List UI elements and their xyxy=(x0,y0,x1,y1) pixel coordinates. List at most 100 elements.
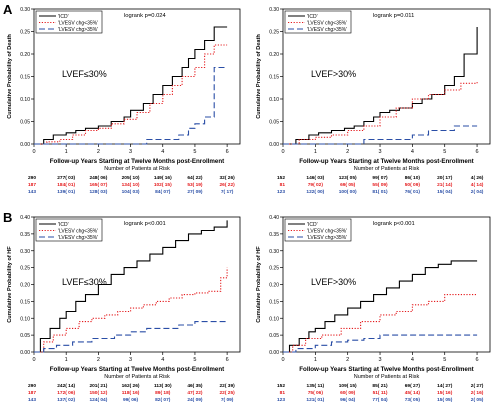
lvef-annotation: LVEF>30% xyxy=(311,69,356,79)
y-tick-label: 0.25 xyxy=(20,30,30,36)
risk-cell: 77( 04) xyxy=(372,397,388,403)
risk-cell: 205( 10) xyxy=(122,175,140,181)
y-tick-label: 0.20 xyxy=(20,283,30,289)
risk-cell: 290 xyxy=(28,175,36,181)
risk-cell: 187 xyxy=(28,390,36,396)
risk-cell: 184( 01) xyxy=(57,182,75,188)
y-tick-label: 0.25 xyxy=(269,266,279,272)
risk-cell: 100( 00) xyxy=(339,189,357,195)
x-axis-label: Follow-up Years Starting at Twelve Month… xyxy=(299,366,473,373)
risk-cell: 102( 15) xyxy=(154,182,172,188)
series-line-1 xyxy=(283,27,478,145)
risk-cell: 81 xyxy=(280,182,286,188)
risk-cell: 152 xyxy=(277,383,285,389)
risk-cell: 15( 04) xyxy=(437,189,453,195)
risk-cell: 7( 09) xyxy=(221,397,234,403)
risk-cell: 2( 16) xyxy=(471,390,484,396)
risk-cell: 76( 01) xyxy=(405,189,421,195)
series-line-1 xyxy=(283,260,478,353)
risk-cell: 2( 04) xyxy=(471,189,484,195)
x-tick-label: 0 xyxy=(281,149,284,155)
series-line-2 xyxy=(283,81,478,145)
legend-label: 'LVESV chg>35%' xyxy=(58,27,98,33)
risk-cell: 46( 35) xyxy=(187,383,203,389)
logrank-label: logrank p<0.001 xyxy=(373,221,415,227)
series-line-3 xyxy=(283,125,478,145)
x-tick-label: 2 xyxy=(97,149,100,155)
risk-cell: 124( 04) xyxy=(89,397,107,403)
y-tick-label: 0.20 xyxy=(20,52,30,58)
series-line-3 xyxy=(34,321,228,353)
risk-cell: 118( 16) xyxy=(122,390,140,396)
x-tick-label: 3 xyxy=(129,149,132,155)
legend-label: 'LVESV chg>35%' xyxy=(307,235,347,241)
km-panel-4: 0.000.050.100.150.200.250.300.350.400 1 2 3… xyxy=(256,215,491,403)
risk-cell: 60( 09) xyxy=(340,390,356,396)
y-tick-label: 0.35 xyxy=(20,232,30,238)
risk-cell: 45( 14) xyxy=(405,390,421,396)
risk-cell: 22( 39) xyxy=(220,383,236,389)
y-tick-label: 0.40 xyxy=(20,215,30,221)
risk-cell: 104( 03) xyxy=(122,189,140,195)
panel-letter-b: B xyxy=(3,210,12,225)
risk-cell: 55( 09) xyxy=(372,182,388,188)
risk-cell: 172( 06) xyxy=(57,390,75,396)
risk-cell: 152 xyxy=(277,175,285,181)
risk-cell: 64( 22) xyxy=(187,175,203,181)
y-tick-label: 0.15 xyxy=(20,75,30,81)
y-axis-label: Cumulative Probability of Death xyxy=(256,34,262,119)
risk-cell: 128( 03) xyxy=(89,189,107,195)
x-tick-label: 2 xyxy=(97,357,100,363)
risk-cell: 139( 01) xyxy=(57,189,75,195)
x-tick-label: 0 xyxy=(32,357,35,363)
y-tick-label: 0.15 xyxy=(269,75,279,81)
risk-cell: 89( 18) xyxy=(155,390,171,396)
series-line-1 xyxy=(34,220,228,353)
y-tick-label: 0.30 xyxy=(20,7,30,13)
risk-cell: 277( 03) xyxy=(57,175,75,181)
series-line-2 xyxy=(34,267,228,353)
legend-label: 'LVESV chg>35%' xyxy=(58,235,98,241)
x-tick-label: 6 xyxy=(476,149,479,155)
risk-cell: 134( 10) xyxy=(122,182,140,188)
y-tick-label: 0.00 xyxy=(20,142,30,148)
risk-cell: 81 xyxy=(280,390,286,396)
x-tick-label: 1 xyxy=(314,149,317,155)
series-line-1 xyxy=(34,26,228,145)
y-tick-label: 0.20 xyxy=(269,283,279,289)
x-tick-label: 2 xyxy=(346,357,349,363)
km-panel-3: 0.00 0.05 0.10 0.15 0.20 0.25 0.30 0.35 0.40 0 1 2 3… xyxy=(7,215,241,403)
lvef-annotation: LVEF>30% xyxy=(311,277,356,287)
risk-cell: 2( 27) xyxy=(471,383,484,389)
risk-cell: 99( 06) xyxy=(123,397,139,403)
risk-cell: 86( 10) xyxy=(405,175,421,181)
x-tick-label: 4 xyxy=(161,149,164,155)
risk-cell: 113( 30) xyxy=(154,383,172,389)
x-axis-label: Follow-up Years Starting at Twelve Month… xyxy=(50,366,224,373)
y-tick-label: 0.05 xyxy=(269,120,279,126)
y-tick-label: 0.10 xyxy=(269,316,279,322)
series-line-2 xyxy=(34,44,228,145)
logrank-label: logrank p<0.001 xyxy=(124,221,166,227)
y-tick-label: 0.35 xyxy=(269,232,279,238)
legend-label: 'LVESV chg>35%' xyxy=(307,27,347,33)
y-tick-label: 0.05 xyxy=(20,333,30,339)
x-tick-label: 6 xyxy=(476,357,479,363)
x-tick-label: 0 xyxy=(32,149,35,155)
risk-cell: 143 xyxy=(28,189,36,195)
series-line-2 xyxy=(283,294,478,353)
risk-cell: 122( 00) xyxy=(306,189,324,195)
x-tick-label: 0 xyxy=(281,357,284,363)
legend-label: 'LVESV chg<35%' xyxy=(58,228,98,234)
risk-cell: 165( 07) xyxy=(89,182,107,188)
logrank-label: logrank p=0.011 xyxy=(373,13,414,19)
legend-label: 'ICD' xyxy=(307,222,318,228)
risk-cell: 27( 09) xyxy=(187,189,203,195)
risk-cell: 24( 09) xyxy=(187,397,203,403)
risk-cell: 123( 05) xyxy=(339,175,357,181)
risk-cell: 51( 11) xyxy=(373,390,388,396)
risk-cell: 15( 16) xyxy=(437,390,453,396)
risk-cell: 82( 07) xyxy=(155,397,171,403)
risk-cell: 123 xyxy=(277,397,285,403)
